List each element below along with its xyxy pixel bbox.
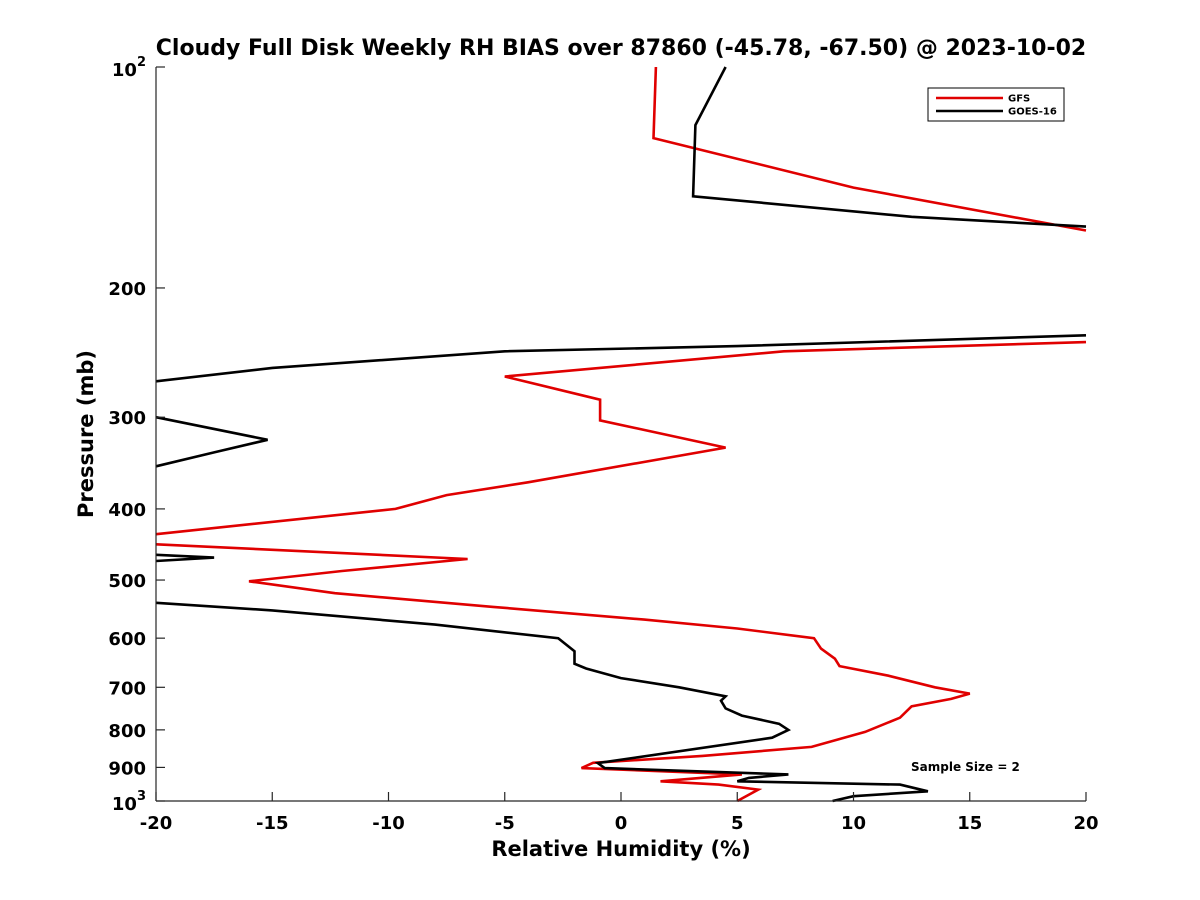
- legend: GFS GOES-16: [927, 87, 1065, 122]
- y-tick-label: 600: [108, 629, 146, 650]
- x-tick-label: -5: [495, 813, 515, 834]
- series-line-gfs: [652, 66, 1087, 232]
- series-line-goes16: [691, 66, 1087, 228]
- x-tick-label: 10: [841, 813, 866, 834]
- x-tick-label: 5: [731, 813, 744, 834]
- y-tick-label: 700: [108, 678, 146, 699]
- series-line-goes16: [155, 601, 929, 803]
- x-ticks: -20 -15 -10 -5 0 5 10 15 20: [140, 792, 1099, 834]
- x-tick-label: -15: [256, 813, 289, 834]
- y-tick-label: 800: [108, 721, 146, 742]
- x-tick-label: 15: [957, 813, 982, 834]
- series-line-goes16: [155, 334, 1087, 383]
- y-tick-label: 200: [108, 279, 146, 300]
- y-tick-label: 400: [108, 500, 146, 521]
- x-axis-title: Relative Humidity (%): [491, 837, 750, 861]
- plot-background: [156, 67, 1086, 801]
- legend-label-gfs: GFS: [1008, 94, 1030, 105]
- chart-title: Cloudy Full Disk Weekly RH BIAS over 878…: [156, 36, 1086, 61]
- x-tick-label: 20: [1073, 813, 1098, 834]
- x-tick-label: -20: [140, 813, 173, 834]
- y-tick-label: 102: [112, 55, 146, 81]
- y-tick-label: 900: [108, 758, 146, 779]
- x-tick-label: -10: [372, 813, 405, 834]
- series-line-goes16: [155, 553, 215, 563]
- legend-box: [927, 87, 1065, 122]
- series-layer: [155, 66, 1087, 803]
- y-axis-title: Pressure (mb): [74, 350, 98, 518]
- y-ticks: 102 200 300 400 500 600 700 800 900 103: [108, 55, 165, 815]
- y-tick-label: 500: [108, 571, 146, 592]
- y-tick-label: 103: [112, 789, 146, 815]
- series-line-gfs: [155, 340, 1087, 536]
- series-line-goes16: [155, 415, 268, 468]
- legend-label-goes16: GOES-16: [1008, 107, 1057, 118]
- sample-size-annotation: Sample Size = 2: [911, 760, 1020, 774]
- y-tick-label: 300: [108, 408, 146, 429]
- x-tick-label: 0: [615, 813, 628, 834]
